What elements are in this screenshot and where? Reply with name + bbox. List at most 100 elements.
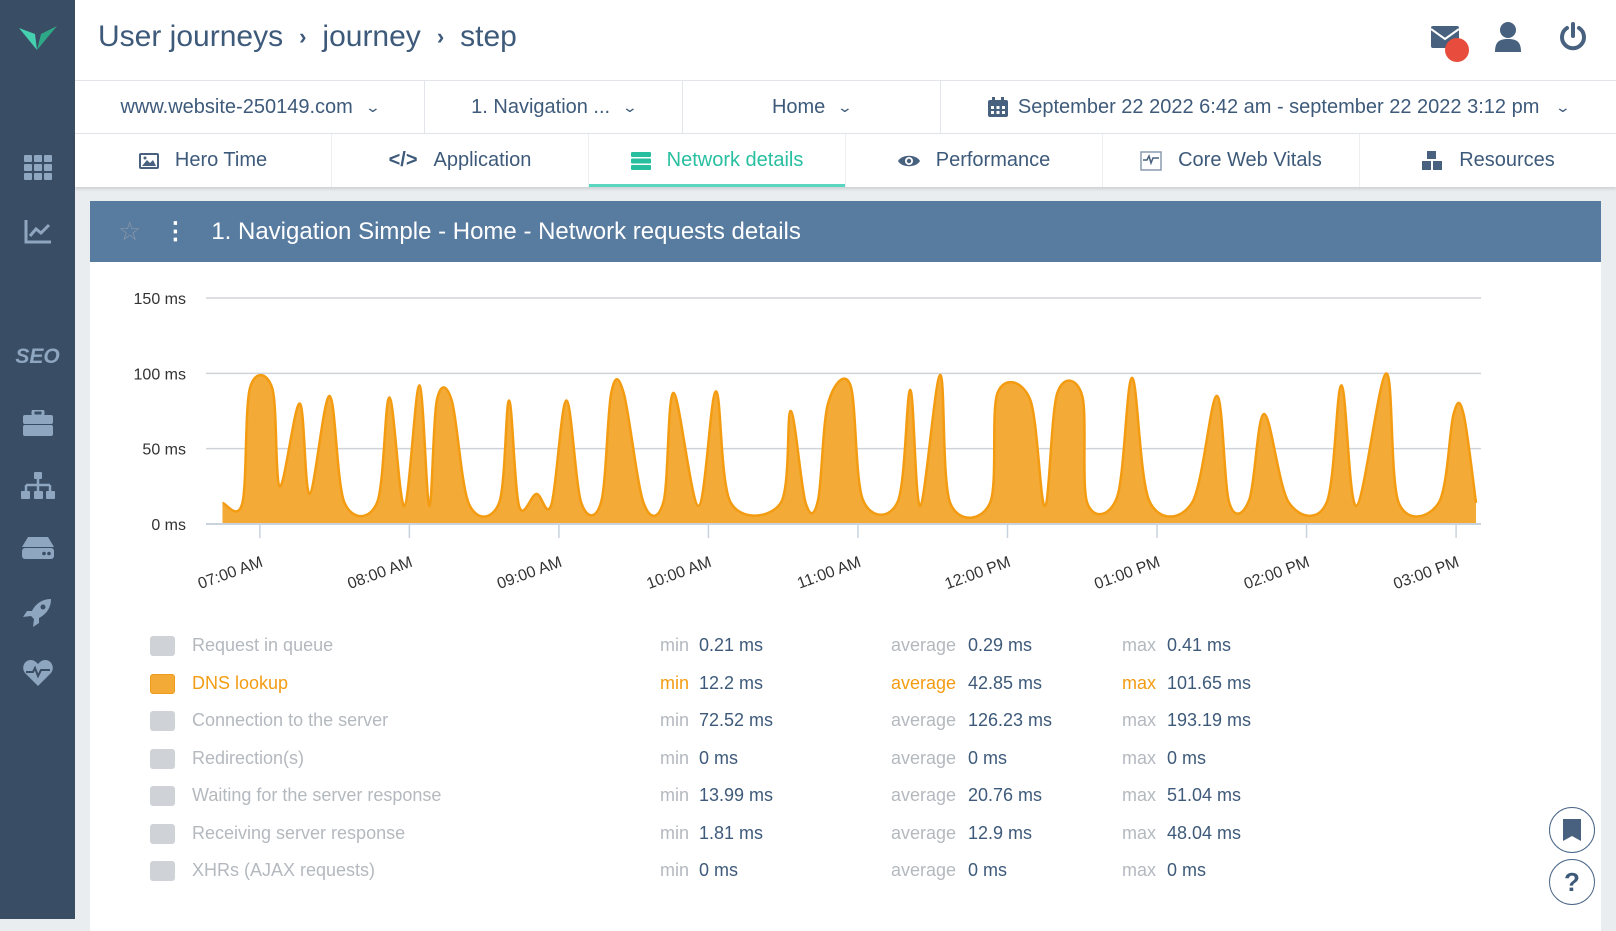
max-label: max — [1122, 785, 1157, 805]
legend-row[interactable]: Request in queue min 0.21 ms average 0.2… — [90, 631, 1390, 661]
cubes-icon — [1422, 150, 1443, 170]
series-swatch[interactable] — [150, 861, 175, 881]
mail-icon[interactable] — [1430, 26, 1475, 67]
sitemap-icon[interactable] — [0, 472, 75, 500]
hard-drive-icon[interactable] — [0, 537, 75, 559]
tab-network-details[interactable]: Network details — [589, 134, 846, 187]
bookmark-button[interactable] — [1549, 807, 1595, 853]
breadcrumb-separator-icon: › — [436, 24, 445, 49]
series-swatch[interactable] — [150, 636, 175, 656]
chevron-down-icon: ⌄ — [1555, 98, 1572, 115]
series-label[interactable]: DNS lookup — [192, 672, 289, 693]
max-label: max — [1122, 822, 1157, 843]
x-tick-label: 07:00 AM — [196, 554, 265, 593]
vitals-icon — [1140, 150, 1162, 171]
date-range-value: September 22 2022 6:42 am - september 22… — [1017, 95, 1540, 118]
series-label[interactable]: Connection to the server — [192, 710, 389, 730]
eye-icon — [897, 155, 920, 166]
date-range-picker[interactable]: September 22 2022 6:42 am - september 22… — [941, 81, 1616, 133]
x-tick-label: 02:00 PM — [1242, 554, 1312, 593]
breadcrumb-user-journeys[interactable]: User journeys — [98, 20, 284, 53]
average-value: 0 ms — [968, 860, 1008, 880]
tab-resources[interactable]: Resources — [1360, 134, 1616, 187]
briefcase-icon[interactable] — [0, 410, 75, 436]
site-select[interactable]: www.website-250149.com ⌄ — [75, 81, 425, 133]
tab-application[interactable]: </> Application — [332, 134, 589, 187]
min-value: 0 ms — [699, 860, 739, 880]
min-label: min — [660, 822, 690, 843]
dashboard-grid-icon[interactable] — [0, 155, 75, 181]
heartbeat-icon[interactable] — [0, 660, 75, 686]
x-tick-label: 01:00 PM — [1092, 554, 1162, 593]
min-label: min — [660, 860, 690, 880]
breadcrumb-separator-icon: › — [299, 24, 307, 49]
series-line-dns-lookup — [221, 372, 1478, 519]
star-icon[interactable]: ☆ — [118, 216, 142, 246]
chevron-down-icon: ⌄ — [364, 98, 381, 115]
tab-performance[interactable]: Performance — [846, 134, 1103, 187]
min-value: 13.99 ms — [699, 785, 774, 805]
max-value: 51.04 ms — [1167, 785, 1242, 805]
max-label: max — [1122, 672, 1157, 693]
line-chart-icon[interactable] — [0, 220, 75, 244]
filter-bar: www.website-250149.com ⌄ 1. Navigation ..… — [75, 80, 1616, 134]
legend-row[interactable]: Redirection(s) min 0 ms average 0 ms max… — [90, 744, 1390, 774]
average-label: average — [891, 635, 957, 655]
series-label[interactable]: Request in queue — [192, 635, 334, 655]
legend-row[interactable]: DNS lookup min 12.2 ms average 42.85 ms … — [90, 669, 1390, 699]
average-label: average — [891, 860, 957, 880]
min-value: 12.2 ms — [699, 672, 764, 693]
question-icon: ? — [1564, 866, 1580, 897]
average-label: average — [891, 747, 957, 768]
site-select-value: www.website-250149.com — [120, 95, 353, 118]
legend-row[interactable]: Connection to the server min 72.52 ms av… — [90, 706, 1390, 736]
journey-select[interactable]: 1. Navigation ... ⌄ — [425, 81, 683, 133]
help-button[interactable]: ? — [1549, 859, 1595, 905]
legend-row[interactable]: Receiving server response min 1.81 ms av… — [90, 819, 1390, 849]
max-value: 193.19 ms — [1167, 710, 1252, 730]
series-label[interactable]: Waiting for the server response — [192, 785, 442, 805]
series-swatch[interactable] — [150, 711, 175, 731]
max-value: 48.04 ms — [1167, 822, 1242, 843]
legend-row[interactable]: XHRs (AJAX requests) min 0 ms average 0 … — [90, 856, 1390, 886]
average-value: 0.29 ms — [968, 635, 1033, 655]
min-value: 0.21 ms — [699, 635, 764, 655]
power-icon[interactable] — [1558, 22, 1588, 57]
max-value: 0 ms — [1167, 747, 1207, 768]
max-label: max — [1122, 710, 1157, 730]
average-label: average — [891, 822, 957, 843]
min-value: 1.81 ms — [699, 822, 764, 843]
sidebar: SEO — [0, 0, 75, 919]
average-value: 12.9 ms — [968, 822, 1033, 843]
step-select[interactable]: Home ⌄ — [683, 81, 941, 133]
series-swatch[interactable] — [150, 823, 175, 844]
series-swatch[interactable] — [150, 673, 175, 694]
seo-icon[interactable]: SEO — [15, 345, 60, 368]
min-label: min — [660, 635, 690, 655]
more-menu-icon[interactable]: ⋮ — [163, 218, 188, 245]
tab-label: Core Web Vitals — [1178, 149, 1322, 171]
series-label[interactable]: XHRs (AJAX requests) — [192, 860, 376, 880]
tab-label: Hero Time — [174, 149, 268, 171]
y-tick-label: 150 ms — [134, 291, 186, 308]
average-label: average — [891, 710, 957, 730]
user-icon[interactable] — [1495, 22, 1521, 57]
series-swatch[interactable] — [150, 786, 175, 806]
rocket-icon[interactable] — [0, 597, 75, 627]
series-swatch[interactable] — [150, 748, 175, 769]
top-bar: User journeys › journey › step — [75, 0, 1616, 80]
logo-icon[interactable] — [0, 24, 75, 52]
calendar-icon — [987, 97, 1008, 117]
series-label[interactable]: Redirection(s) — [192, 747, 305, 768]
legend-row[interactable]: Waiting for the server response min 13.9… — [90, 781, 1390, 811]
tab-label: Resources — [1459, 149, 1555, 171]
breadcrumb-journey[interactable]: journey — [322, 20, 421, 53]
series-label[interactable]: Receiving server response — [192, 822, 406, 843]
breadcrumb: User journeys › journey › step — [98, 20, 517, 54]
max-value: 0 ms — [1167, 860, 1207, 880]
bookmark-icon — [1563, 819, 1581, 841]
min-label: min — [660, 785, 690, 805]
image-icon — [138, 152, 159, 169]
tab-core-web-vitals[interactable]: Core Web Vitals — [1103, 134, 1360, 187]
tab-hero-time[interactable]: Hero Time — [75, 134, 332, 187]
